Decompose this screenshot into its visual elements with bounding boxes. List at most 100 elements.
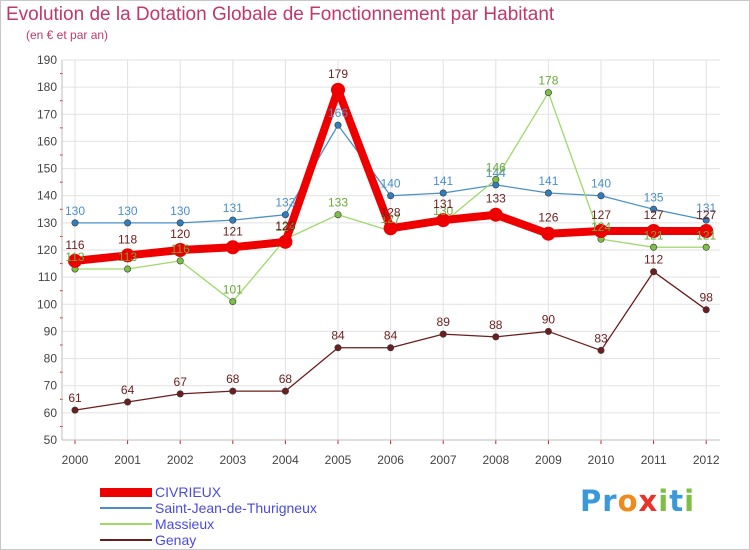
data-label-saint-jean-de-thurigneux: 144: [486, 166, 506, 180]
data-point-civrieux: [383, 221, 398, 236]
data-point-genay: [702, 306, 710, 314]
data-label-genay: 98: [700, 291, 714, 305]
data-label-genay: 83: [594, 331, 608, 345]
y-tick-label: 50: [44, 433, 58, 447]
y-tick-label: 180: [37, 80, 57, 94]
data-label-genay: 84: [384, 329, 398, 343]
data-label-saint-jean-de-thurigneux: 140: [381, 177, 401, 191]
data-point-genay: [439, 330, 447, 338]
data-point-saint-jean-de-thurigneux: [71, 219, 79, 227]
data-label-genay: 68: [226, 372, 240, 386]
x-tick-label: 2001: [114, 453, 141, 467]
data-point-massieux: [702, 243, 710, 251]
data-point-saint-jean-de-thurigneux: [124, 219, 132, 227]
data-point-saint-jean-de-thurigneux: [281, 211, 289, 219]
y-tick-label: 170: [37, 107, 57, 121]
data-label-saint-jean-de-thurigneux: 130: [118, 204, 138, 218]
data-label-civrieux: 128: [381, 205, 401, 219]
data-point-massieux: [492, 175, 500, 183]
data-label-saint-jean-de-thurigneux: 141: [538, 174, 558, 188]
data-point-saint-jean-de-thurigneux: [702, 216, 710, 224]
legend-swatch-civrieux: [100, 487, 152, 497]
data-label-massieux: 101: [223, 283, 243, 297]
data-label-massieux: 130: [433, 204, 453, 218]
data-point-genay: [334, 344, 342, 352]
data-point-massieux: [544, 89, 552, 97]
x-tick-label: 2010: [588, 453, 615, 467]
data-point-saint-jean-de-thurigneux: [597, 192, 605, 200]
line-chart: 50 60 70 80 90 100 110 120 130 140 150 160 170 180 190…: [37, 53, 720, 467]
data-point-civrieux: [436, 213, 451, 228]
data-label-massieux: 121: [644, 228, 664, 242]
data-point-genay: [229, 387, 237, 395]
data-label-genay: 90: [542, 312, 556, 326]
data-label-massieux: 127: [381, 212, 401, 226]
logo-letter: o: [617, 484, 639, 518]
data-label-civrieux: 116: [65, 238, 84, 252]
data-point-civrieux: [68, 253, 82, 268]
data-point-civrieux: [646, 224, 661, 238]
data-point-genay: [281, 387, 289, 395]
data-point-saint-jean-de-thurigneux: [544, 189, 552, 197]
data-point-genay: [124, 398, 132, 406]
data-point-civrieux: [594, 224, 608, 238]
data-label-civrieux: 127: [644, 208, 664, 222]
x-tick-label: 2002: [167, 453, 194, 467]
data-point-civrieux: [173, 243, 188, 257]
x-tick-label: 2005: [325, 453, 352, 467]
logo-letter: i: [684, 484, 696, 518]
data-point-genay: [71, 406, 79, 414]
y-tick-label: 100: [37, 297, 57, 311]
data-point-civrieux: [488, 207, 503, 222]
data-point-saint-jean-de-thurigneux: [229, 216, 237, 224]
data-point-civrieux: [120, 248, 135, 263]
y-tick-label: 190: [37, 53, 57, 67]
data-label-massieux: 113: [118, 250, 137, 264]
data-label-massieux: 121: [696, 228, 716, 242]
data-label-genay: 64: [121, 383, 135, 397]
data-label-saint-jean-de-thurigneux: 140: [591, 177, 611, 191]
y-tick-label: 70: [44, 379, 58, 393]
data-label-civrieux: 127: [696, 208, 716, 222]
data-point-massieux: [176, 257, 184, 265]
y-tick-label: 110: [38, 270, 57, 284]
legend-label-civrieux: CIVRIEUX: [155, 484, 222, 500]
data-label-civrieux: 133: [486, 192, 506, 206]
data-point-genay: [176, 390, 184, 398]
data-label-massieux: 116: [171, 242, 190, 256]
proxiti-logo: Proxiti: [580, 484, 695, 518]
chart-subtitle: (en € et par an): [26, 28, 109, 42]
data-label-civrieux: 179: [328, 67, 348, 81]
legend-swatch-massieux: [100, 523, 152, 525]
y-tick-label: 140: [37, 189, 57, 203]
data-label-civrieux: 120: [170, 227, 190, 241]
data-point-genay: [544, 327, 552, 335]
legend-label-massieux: Massieux: [155, 516, 215, 532]
data-point-genay: [492, 333, 500, 341]
data-label-genay: 84: [331, 329, 345, 343]
logo-letter: x: [638, 484, 659, 518]
x-tick-label: 2004: [272, 453, 299, 467]
y-tick-label: 130: [37, 216, 57, 230]
logo-letter: i: [658, 484, 670, 518]
y-tick-label: 80: [44, 352, 58, 366]
y-tick-label: 120: [37, 243, 57, 257]
y-tick-label: 160: [37, 134, 57, 148]
data-label-massieux: 133: [328, 196, 348, 210]
logo-letter: r: [602, 484, 618, 518]
data-label-saint-jean-de-thurigneux: 166: [328, 106, 348, 120]
data-point-civrieux: [541, 226, 556, 241]
x-tick-label: 2008: [482, 453, 509, 467]
legend-swatch-genay: [100, 539, 152, 541]
data-label-genay: 67: [174, 375, 188, 389]
y-tick-label: 60: [44, 406, 58, 420]
legend-swatch-saint-jean-de-thurigneux: [100, 507, 152, 509]
data-label-saint-jean-de-thurigneux: 131: [223, 201, 243, 215]
data-point-massieux: [650, 243, 658, 251]
data-label-genay: 89: [437, 315, 451, 329]
data-label-genay: 88: [489, 318, 503, 332]
x-tick-label: 2000: [62, 453, 89, 467]
logo-letter: P: [580, 484, 603, 518]
legend-label-genay: Genay: [155, 532, 197, 548]
data-point-genay: [387, 344, 395, 352]
